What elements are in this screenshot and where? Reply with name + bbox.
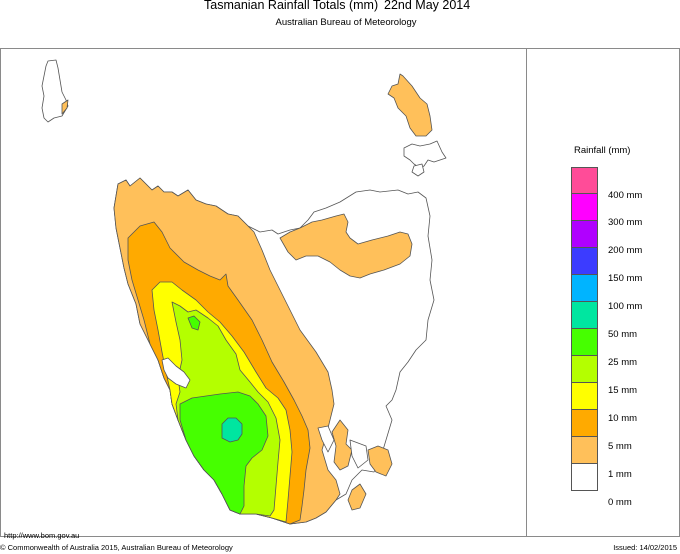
legend-swatch <box>571 248 598 275</box>
legend-swatch <box>571 302 598 329</box>
tasmania-rainfall-map <box>41 59 447 525</box>
subtitle: Australian Bureau of Meteorology <box>275 17 417 28</box>
legend-swatch <box>571 383 598 410</box>
title-date: 22nd May 2014 <box>384 0 471 12</box>
legend-swatch <box>571 194 598 221</box>
legend-label: 1 mm <box>608 469 632 480</box>
band-50-100mm <box>221 417 243 443</box>
band-25-50mm <box>179 391 269 515</box>
legend-colorbar <box>571 167 598 491</box>
chart-title: Tasmanian Rainfall Totals (mm) 22nd May … <box>0 0 680 16</box>
legend-swatch <box>571 356 598 383</box>
legend-label: 400 mm <box>608 190 643 201</box>
legend-label: 25 mm <box>608 357 638 368</box>
cape-barren-island <box>403 140 447 169</box>
legend-label: 5 mm <box>608 441 632 452</box>
legend-swatch <box>571 464 598 491</box>
source-url: http://www.bom.gov.au <box>4 531 80 540</box>
legend-label: 15 mm <box>608 385 638 396</box>
legend-title: Rainfall (mm) <box>574 145 631 156</box>
legend-swatch <box>571 221 598 248</box>
flinders-island <box>387 73 433 137</box>
title-text: Tasmanian Rainfall Totals (mm) <box>204 0 379 12</box>
legend-label: 300 mm <box>608 217 643 228</box>
legend-label: 50 mm <box>608 329 638 340</box>
legend-label: 150 mm <box>608 273 643 284</box>
legend-label: 0 mm <box>608 497 632 508</box>
ne-patch-1-5mm <box>279 213 413 279</box>
legend-label: 200 mm <box>608 245 643 256</box>
legend-label: 100 mm <box>608 301 643 312</box>
issued-date: Issued: 14/02/2015 <box>613 543 677 552</box>
frame-divider <box>526 48 527 536</box>
legend-swatch <box>571 167 598 194</box>
king-island <box>41 59 69 123</box>
legend-swatch <box>571 437 598 464</box>
legend-label: 10 mm <box>608 413 638 424</box>
copyright-notice: © Commonwealth of Australia 2015, Austra… <box>0 543 233 552</box>
legend-swatch <box>571 329 598 356</box>
legend-swatch <box>571 275 598 302</box>
legend-swatch <box>571 410 598 437</box>
